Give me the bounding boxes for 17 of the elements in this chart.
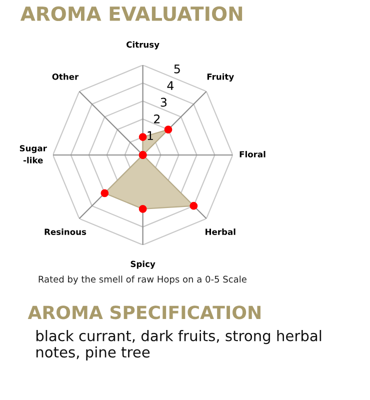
- spoke-label: Resinous: [44, 228, 86, 235]
- chart-title: AROMA EVALUATION: [20, 6, 242, 22]
- spoke-label: Other: [52, 73, 79, 80]
- spoke-label: Spicy: [130, 260, 156, 269]
- text: Rated by the smell of raw Hops on a 0-5 Scale: [38, 276, 246, 284]
- y-tick-label: 2: [154, 114, 160, 124]
- text: AROMA SPECIFICATION: [28, 306, 260, 320]
- y-tick-label: 3: [160, 98, 167, 107]
- spoke-label: Fruity: [207, 73, 234, 82]
- spoke-label: Herbal: [206, 228, 236, 235]
- y-tick-label: 1: [148, 131, 153, 140]
- spoke-label: Citrusy: [126, 41, 160, 50]
- y-tick-label: 4: [167, 81, 174, 90]
- spoke-label: Sugar -like: [20, 145, 47, 164]
- spoke-label: Floral: [240, 150, 266, 158]
- y-tick-label: 5: [174, 64, 180, 74]
- text: black currant, dark fruits, strong herbal notes, pine tree: [36, 330, 322, 360]
